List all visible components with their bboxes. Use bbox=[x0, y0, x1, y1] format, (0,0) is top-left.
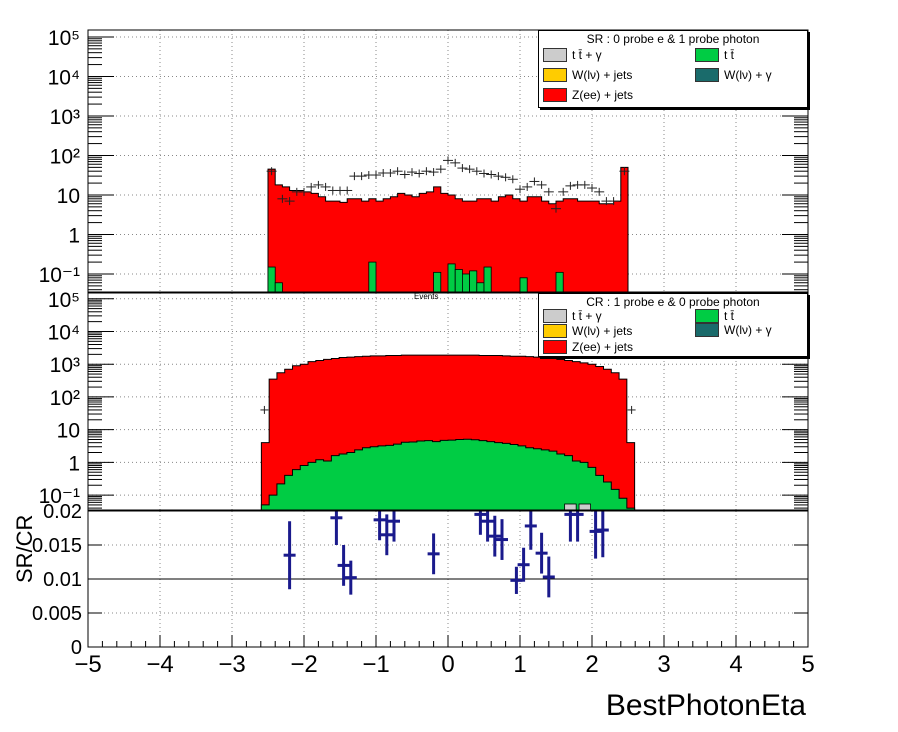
histogram-ttbar-bin bbox=[454, 269, 463, 293]
y-tick-label: 0.015 bbox=[32, 535, 82, 557]
y-tick-label: 10⁵ bbox=[48, 27, 80, 50]
histogram-ttbar-bin bbox=[555, 271, 564, 293]
legend-swatch bbox=[695, 323, 719, 337]
legend-label: t t̄ bbox=[724, 309, 735, 323]
histogram-ttbar-bin bbox=[368, 261, 377, 293]
histogram-ttbar-bin bbox=[476, 282, 485, 293]
legend-swatch bbox=[543, 68, 567, 82]
legend-label: Z(ee) + jets bbox=[572, 340, 634, 354]
y-tick-label: 1 bbox=[68, 224, 80, 247]
x-tick-label: 4 bbox=[729, 651, 742, 678]
legend-swatch bbox=[543, 88, 567, 102]
legend-label: W(lν) + γ bbox=[724, 68, 772, 82]
x-tick-label: −1 bbox=[362, 651, 389, 678]
y-tick-label: 0.01 bbox=[43, 569, 82, 591]
y-tick-label: 1 bbox=[68, 452, 80, 475]
y-tick-label: 0 bbox=[71, 637, 82, 659]
legend-swatch bbox=[543, 324, 567, 338]
legend-swatch bbox=[543, 48, 567, 62]
legend-entry: W(lν) + jets bbox=[543, 324, 632, 338]
legend-label: t t̄ + γ bbox=[572, 48, 602, 62]
legend-swatch bbox=[695, 309, 719, 323]
x-tick-label: 2 bbox=[585, 651, 598, 678]
x-tick-label: 3 bbox=[657, 651, 670, 678]
legend-header: SR : 0 probe e & 1 probe photon bbox=[586, 32, 760, 46]
legend-label: t t̄ + γ bbox=[572, 309, 602, 323]
histogram-ttbar bbox=[253, 438, 643, 511]
y-tick-label: 10 bbox=[57, 185, 80, 208]
legend-label: W(lν) + γ bbox=[724, 323, 772, 337]
y-tick-label: 10⁻¹ bbox=[39, 485, 80, 508]
histogram-ttbar-bin bbox=[483, 266, 492, 293]
histogram-ttgamma-bin bbox=[578, 503, 591, 511]
x-tick-label: 5 bbox=[801, 651, 814, 678]
y-tick-label: 10⁴ bbox=[48, 321, 80, 344]
legend-swatch bbox=[695, 68, 719, 82]
legend-label: Z(ee) + jets bbox=[572, 88, 634, 102]
y-tick-label: 10 bbox=[57, 420, 80, 443]
y-tick-label: 0.02 bbox=[43, 501, 82, 523]
y-tick-label: 0.005 bbox=[32, 603, 82, 625]
legend-entry: W(lν) + γ bbox=[695, 323, 772, 337]
y-axis-label: SR/CR bbox=[12, 515, 37, 583]
y-tick-label: 10³ bbox=[50, 354, 80, 377]
legend-cr: CR : 1 probe e & 0 probe photon t t̄ + γ… bbox=[538, 293, 808, 357]
legend-sr: SR : 0 probe e & 1 probe photon t t̄ + γ… bbox=[538, 30, 808, 108]
y-tick-label: 10⁵ bbox=[48, 289, 80, 312]
y-tick-label: 10⁴ bbox=[48, 66, 80, 89]
legend-entry: Z(ee) + jets bbox=[543, 88, 633, 102]
histogram-ttbar-bin bbox=[433, 271, 442, 293]
x-tick-label: 0 bbox=[441, 651, 454, 678]
legend-entry: t t̄ bbox=[695, 309, 734, 323]
histogram-ttbar-bin bbox=[447, 263, 456, 293]
y-tick-label: 10⁻¹ bbox=[39, 264, 80, 287]
y-tick-label: 10³ bbox=[50, 106, 80, 129]
histogram-ttbar-bin bbox=[469, 270, 478, 293]
legend-entry: W(lν) + γ bbox=[695, 68, 772, 82]
histogram-ttgamma-bin bbox=[564, 503, 577, 511]
x-tick-label: −4 bbox=[146, 651, 173, 678]
histogram-ttbar-bin bbox=[274, 282, 283, 293]
legend-swatch bbox=[695, 48, 719, 62]
events-label: Events bbox=[414, 292, 439, 301]
legend-label: W(lν) + jets bbox=[572, 68, 633, 82]
legend-entry: W(lν) + jets bbox=[543, 68, 632, 82]
histogram-zjets bbox=[267, 166, 629, 293]
x-tick-label: −2 bbox=[290, 651, 317, 678]
histogram-ttbar-bin bbox=[519, 277, 528, 293]
x-tick-label: −3 bbox=[218, 651, 245, 678]
plot-frame bbox=[87, 29, 809, 293]
histogram-ttbar-bin bbox=[461, 273, 470, 293]
legend-entry: t t̄ bbox=[695, 48, 734, 62]
legend-entry: t t̄ + γ bbox=[543, 309, 602, 323]
legend-entry: Z(ee) + jets bbox=[543, 340, 633, 354]
legend-swatch bbox=[543, 340, 567, 354]
histogram-ttbar-bin bbox=[267, 266, 276, 293]
y-tick-label: 10² bbox=[50, 387, 80, 410]
legend-entry: t t̄ + γ bbox=[543, 48, 602, 62]
x-tick-label: −5 bbox=[74, 651, 101, 678]
y-tick-label: 10² bbox=[50, 145, 80, 168]
legend-swatch bbox=[543, 309, 567, 323]
legend-label: W(lν) + jets bbox=[572, 324, 633, 338]
x-axis-label: BestPhotonEta bbox=[606, 689, 806, 722]
legend-label: t t̄ bbox=[724, 48, 735, 62]
x-tick-label: 1 bbox=[513, 651, 526, 678]
legend-header: CR : 1 probe e & 0 probe photon bbox=[586, 295, 760, 309]
